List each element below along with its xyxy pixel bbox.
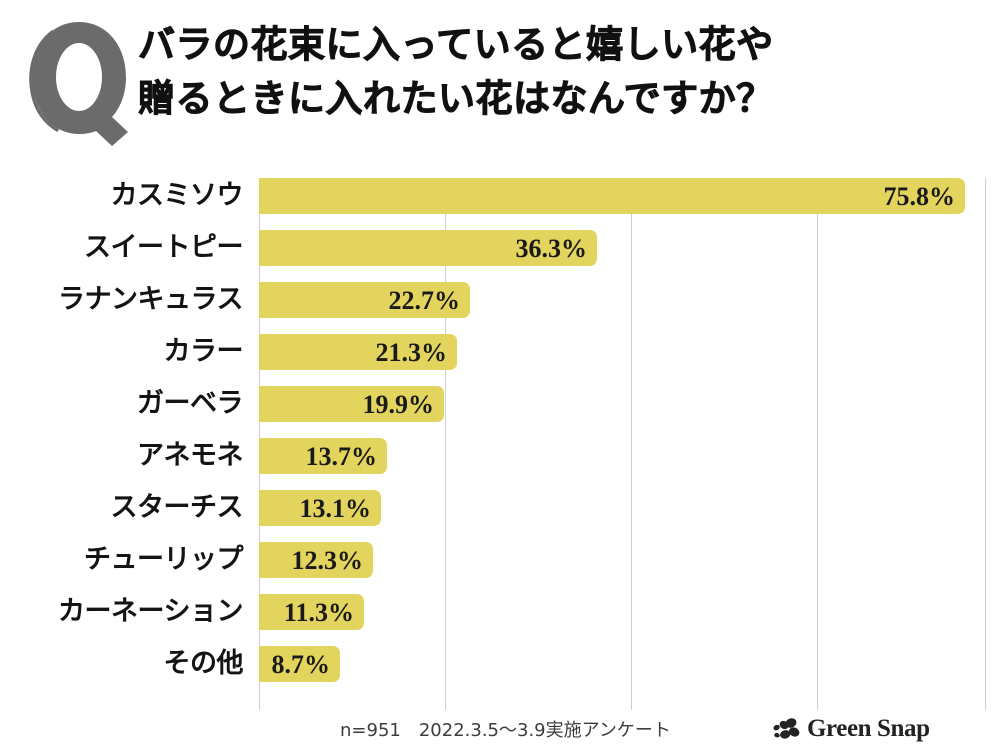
category-label: ガーベラ xyxy=(137,388,244,419)
header: バラの花束に入っていると嬉しい花や 贈るときに入れたい花はなんですか？ xyxy=(0,0,1000,160)
clover-flower-icon xyxy=(773,718,800,739)
bar-row: その他 8.7% xyxy=(0,646,1000,682)
bar-value-label: 75.8% xyxy=(883,182,956,211)
bar-value-label: 22.7% xyxy=(388,286,461,315)
category-label: カーネーション xyxy=(58,596,243,627)
bar-row: チューリップ 12.3% xyxy=(0,542,1000,578)
bar-value-label: 19.9% xyxy=(362,390,435,419)
category-label: チューリップ xyxy=(84,544,244,575)
question-letter-badge-icon xyxy=(18,8,136,148)
bar-value-label: 13.7% xyxy=(305,442,378,471)
brand-name: Green Snap xyxy=(807,715,930,742)
bar: 75.8% xyxy=(259,178,965,214)
category-label: スターチス xyxy=(110,492,244,523)
bar-row: カラー 21.3% xyxy=(0,334,1000,370)
gridline xyxy=(445,178,446,710)
survey-note: n=951 2022.3.5〜3.9実施アンケート xyxy=(340,720,671,741)
bar: 11.3% xyxy=(259,594,364,630)
bar-value-label: 12.3% xyxy=(291,546,364,575)
bar-row: ガーベラ 19.9% xyxy=(0,386,1000,422)
category-label: カスミソウ xyxy=(110,180,244,211)
bar: 21.3% xyxy=(259,334,457,370)
bar-value-label: 8.7% xyxy=(271,650,331,679)
bar: 22.7% xyxy=(259,282,470,318)
bar-row: カスミソウ 75.8% xyxy=(0,178,1000,214)
category-label: ラナンキュラス xyxy=(58,284,243,315)
title-line-2: 贈るときに入れたい花はなんですか？ xyxy=(138,77,774,121)
bar: 8.7% xyxy=(259,646,340,682)
bar-row: カーネーション 11.3% xyxy=(0,594,1000,630)
category-label: アネモネ xyxy=(137,440,244,471)
bar-value-label: 36.3% xyxy=(515,234,588,263)
footer: n=951 2022.3.5〜3.9実施アンケート Green Snap xyxy=(0,714,1000,750)
bar: 36.3% xyxy=(259,230,597,266)
bar-value-label: 11.3% xyxy=(283,598,354,627)
bar-row: スターチス 13.1% xyxy=(0,490,1000,526)
category-label: カラー xyxy=(163,336,244,367)
bar: 12.3% xyxy=(259,542,373,578)
gridline xyxy=(817,178,818,710)
gridline xyxy=(985,178,986,710)
bar-row: スイートピー 36.3% xyxy=(0,230,1000,266)
bar: 13.7% xyxy=(259,438,387,474)
bar-row: アネモネ 13.7% xyxy=(0,438,1000,474)
category-label: その他 xyxy=(163,648,244,679)
page-title: バラの花束に入っていると嬉しい花や 贈るときに入れたい花はなんですか？ xyxy=(138,18,978,126)
bar-row: ラナンキュラス 22.7% xyxy=(0,282,1000,318)
bar: 19.9% xyxy=(259,386,444,422)
bar-chart: カスミソウ 75.8% スイートピー 36.3% ラナンキュラス 22.7% カラー 21.3… xyxy=(0,160,1000,715)
brand-logo: Green Snap xyxy=(772,714,930,744)
category-label: スイートピー xyxy=(84,232,244,263)
gridline xyxy=(631,178,632,710)
bar: 13.1% xyxy=(259,490,381,526)
bar-value-label: 13.1% xyxy=(299,494,372,523)
bar-value-label: 21.3% xyxy=(375,338,448,367)
title-line-1: バラの花束に入っていると嬉しい花や xyxy=(138,23,774,67)
